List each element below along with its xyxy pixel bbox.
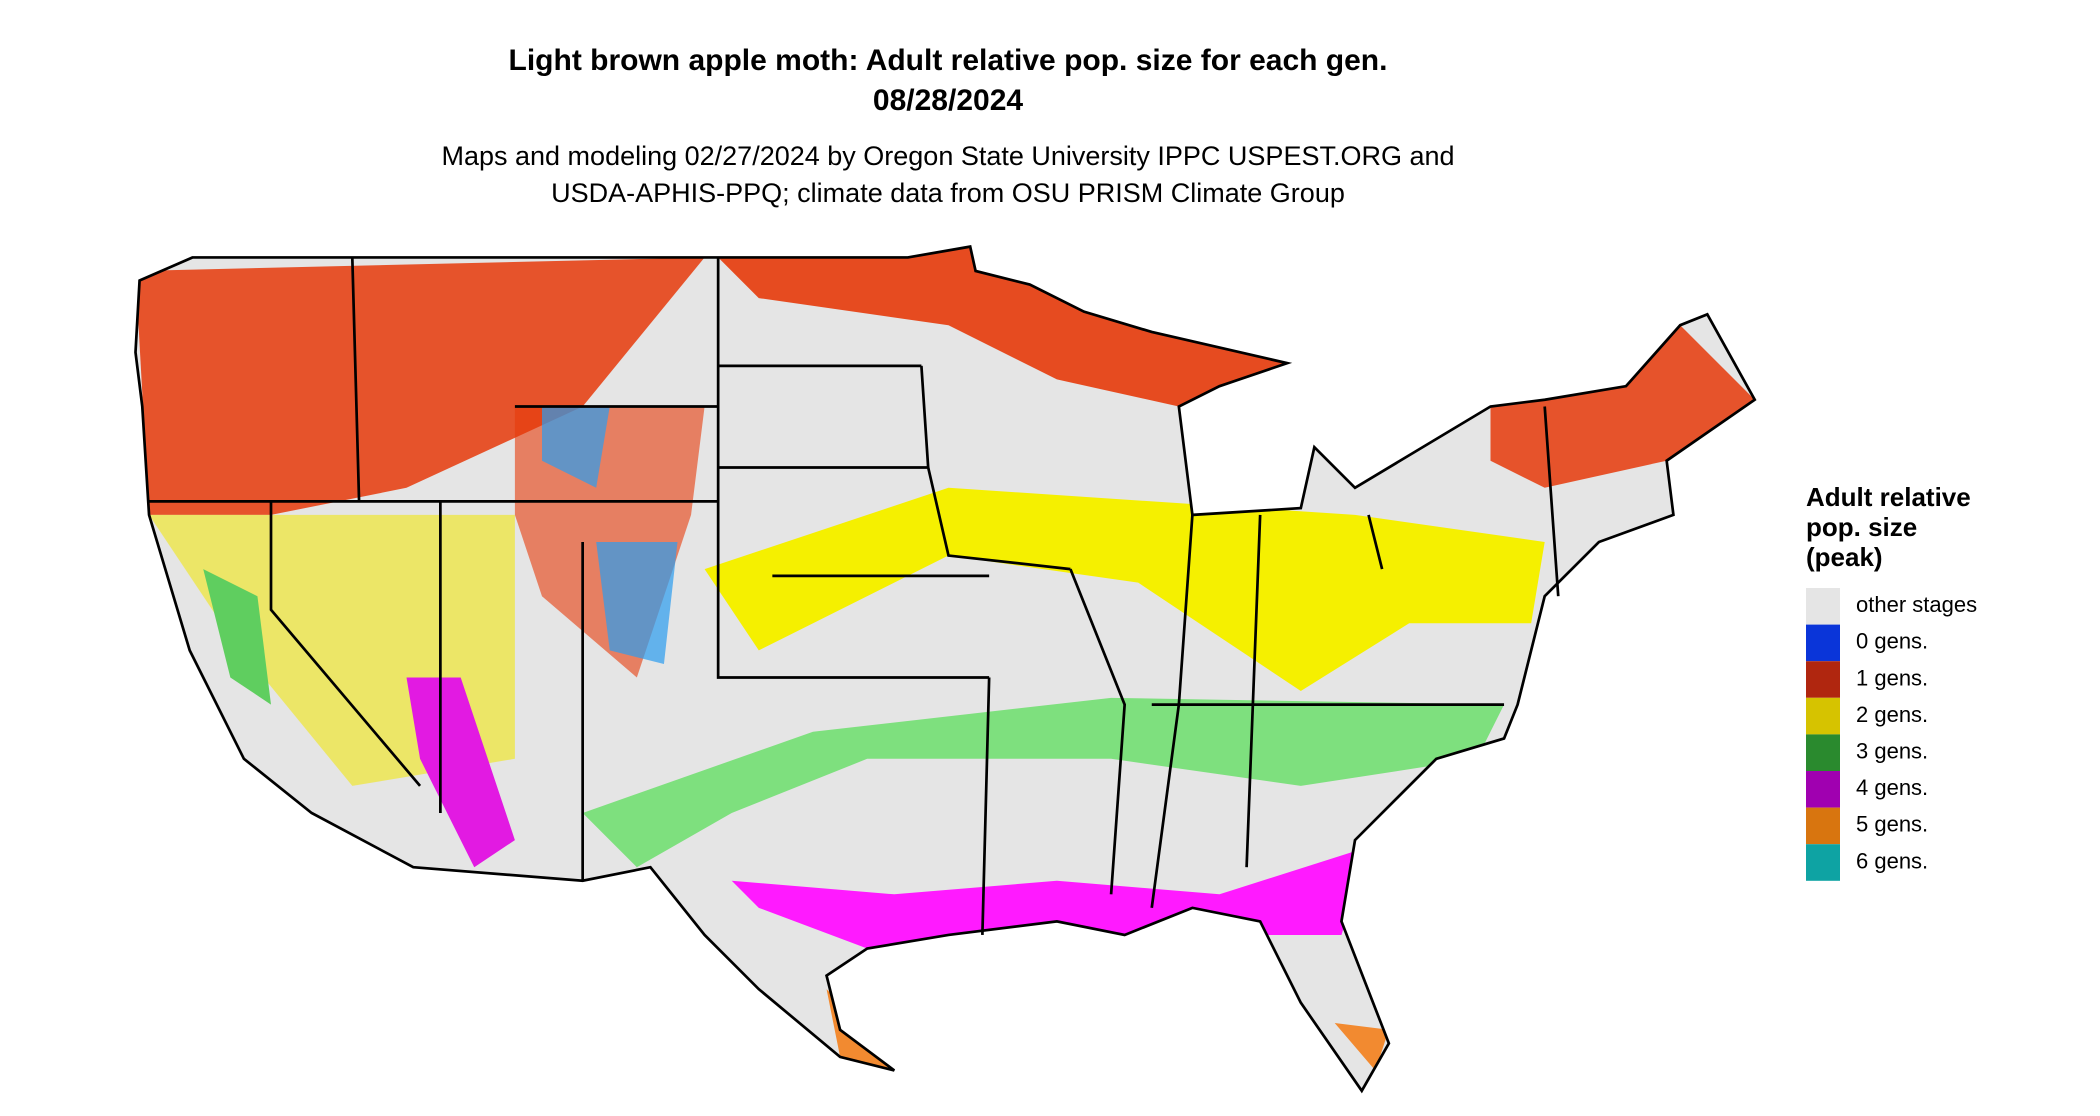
legend-label: 2 gens.	[1856, 702, 1928, 727]
legend-label: 5 gens.	[1856, 812, 1928, 837]
legend-swatch	[1806, 771, 1840, 808]
legend-label: 3 gens.	[1856, 739, 1928, 764]
legend-swatch	[1806, 697, 1840, 735]
legend-swatch	[1806, 734, 1840, 771]
legend-swatch	[1806, 844, 1840, 881]
legend-label: 4 gens.	[1856, 775, 1928, 800]
legend-label: 6 gens.	[1856, 848, 1928, 873]
map-date: 08/28/2024	[873, 84, 1023, 117]
map-zones	[135, 246, 1755, 1071]
legend-swatch	[1806, 588, 1840, 625]
legend-title: pop. size	[1806, 512, 1917, 542]
map-title: Light brown apple moth: Adult relative p…	[509, 44, 1388, 77]
subtitle-line: USDA-APHIS-PPQ; climate data from OSU PR…	[551, 178, 1345, 208]
legend-label: 0 gens.	[1856, 629, 1928, 654]
legend-label: other stages	[1856, 592, 1977, 617]
legend-title: (peak)	[1806, 542, 1883, 572]
state-borders	[149, 257, 1560, 935]
legend-swatch	[1806, 661, 1840, 698]
legend-label: 1 gens.	[1856, 665, 1928, 690]
legend-swatch	[1806, 624, 1840, 662]
legend-title: Adult relative	[1806, 482, 1971, 512]
legend-swatch	[1806, 807, 1840, 845]
us-map	[134, 245, 1757, 1093]
subtitle-line: Maps and modeling 02/27/2024 by Oregon S…	[441, 141, 1454, 171]
